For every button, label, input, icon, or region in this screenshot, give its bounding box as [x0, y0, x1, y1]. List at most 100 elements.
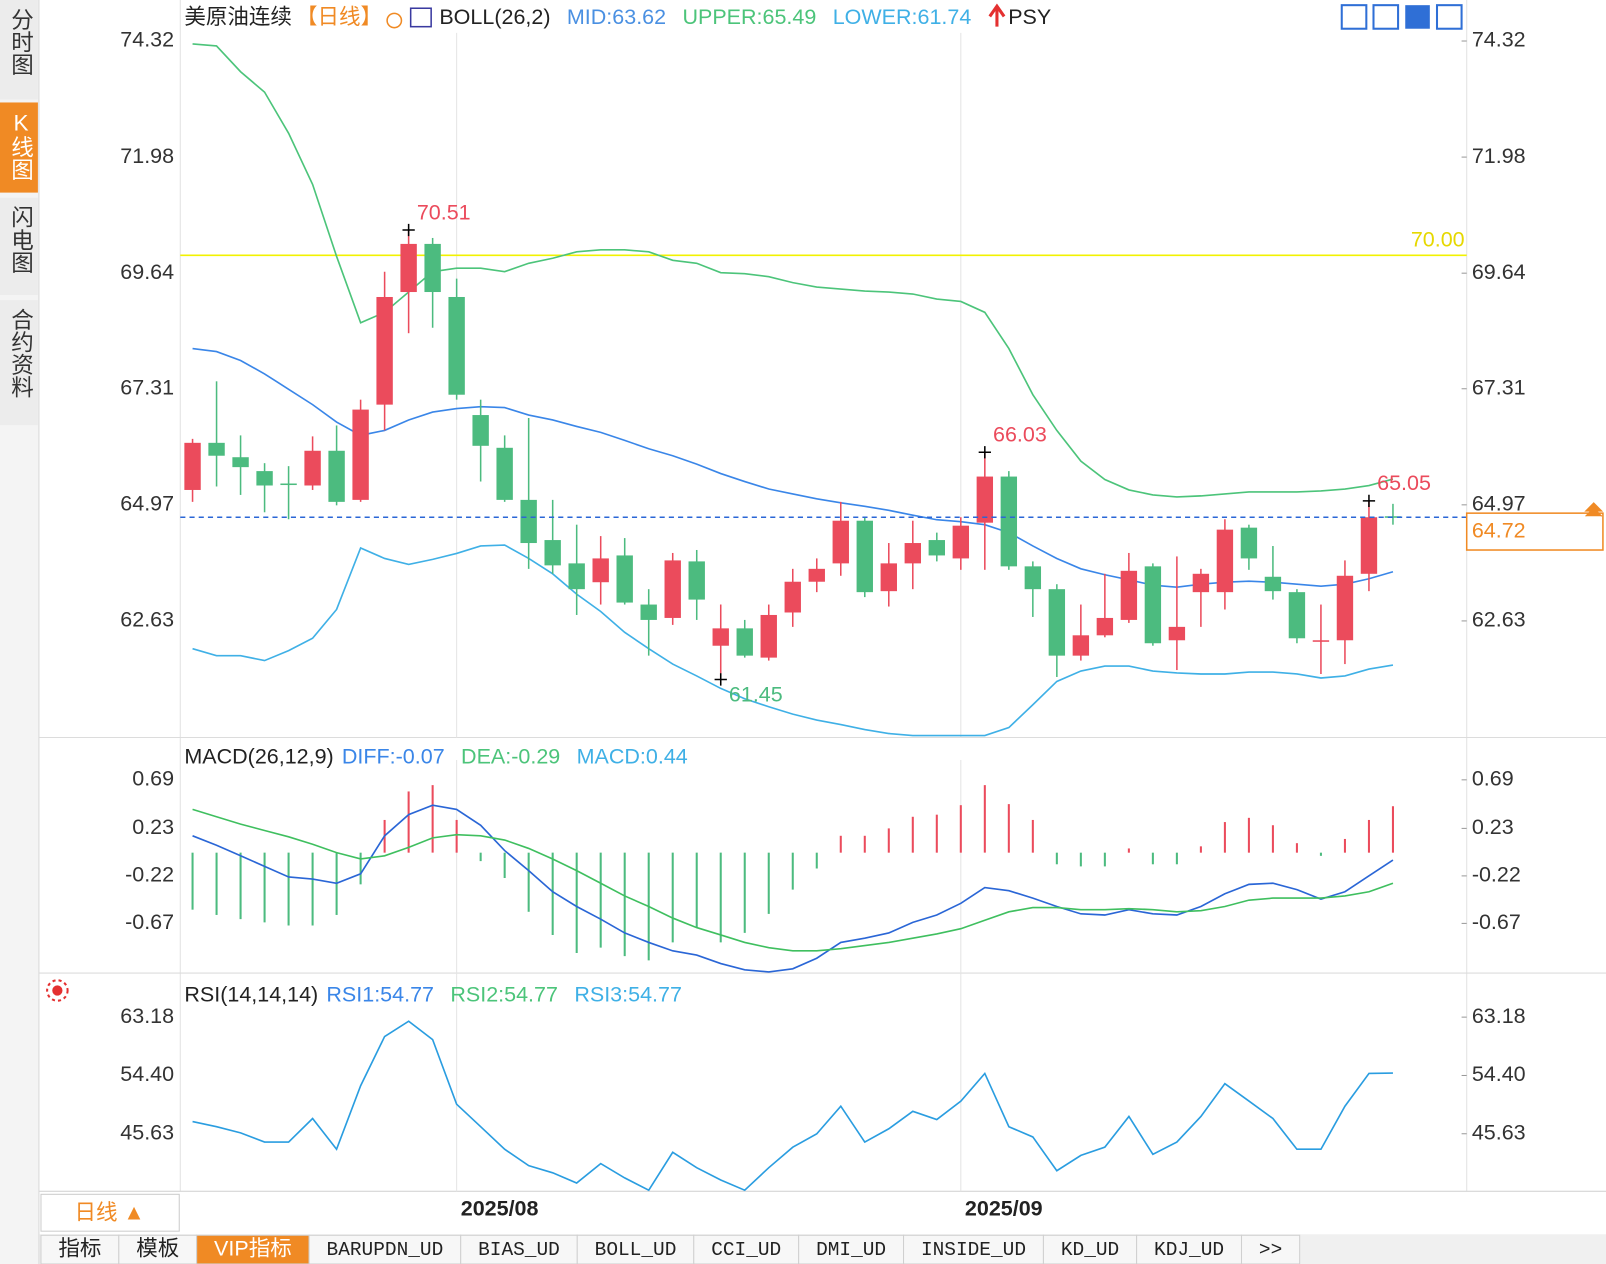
footer-tab-label[interactable]: BARUPDN_UD [327, 1239, 444, 1261]
high-label: 65.05 [1377, 471, 1431, 495]
last-price-box [1465, 512, 1604, 551]
y-tick-label: 71.98 [120, 144, 174, 168]
tool-icon[interactable] [1372, 4, 1400, 30]
footer-tab-label[interactable]: 模板 [136, 1236, 179, 1260]
footer-tab-label[interactable]: VIP指标 [214, 1236, 292, 1260]
sidebar-tab-label[interactable]: 分时图 [9, 8, 34, 76]
y-tick-label-right: 63.18 [1472, 1004, 1526, 1028]
tool-icon[interactable] [1405, 5, 1430, 29]
sidebar-tab-label[interactable]: K线图 [9, 111, 34, 181]
candle-body [184, 442, 201, 490]
period-box[interactable] [40, 1193, 180, 1232]
panel-title: MACD(26,12,9) [184, 745, 333, 769]
y-tick-label-right: 64.97 [1472, 492, 1526, 516]
candle-body [1024, 566, 1042, 590]
candle-body [1144, 566, 1162, 644]
candle-body [616, 555, 633, 603]
panel-subtitle: 【日线】 [296, 5, 382, 29]
sidebar-tab[interactable] [0, 197, 38, 296]
y-tick-label: 62.63 [120, 608, 174, 632]
y-tick-label-right: 0.69 [1472, 767, 1514, 791]
period-label[interactable]: 日线 ▲ [74, 1200, 144, 1224]
indicator-icon [409, 7, 432, 28]
y-tick-label-right: 54.40 [1472, 1062, 1526, 1086]
sidebar-tab[interactable] [0, 300, 38, 426]
footer-tab-label[interactable]: BIAS_UD [478, 1239, 560, 1261]
candle-body [928, 540, 945, 556]
y-tick-label-right: 67.31 [1472, 375, 1526, 399]
candle-body [1240, 527, 1258, 559]
y-tick-label: -0.67 [125, 910, 174, 934]
sidebar-tab[interactable] [0, 0, 38, 100]
x-tick-label: 2025/08 [461, 1196, 539, 1220]
candle-body [640, 604, 657, 620]
candle-body [952, 525, 970, 559]
y-tick-label-right: 71.98 [1472, 144, 1526, 168]
high-label: 66.03 [993, 423, 1047, 447]
footer-tab[interactable] [460, 1234, 578, 1264]
footer-tab-label[interactable]: KDJ_UD [1154, 1239, 1224, 1261]
footer-tab-label[interactable]: 指标 [58, 1236, 101, 1260]
candle-body [1000, 476, 1018, 567]
y-tick-label-right: 69.64 [1472, 260, 1526, 284]
footer-tab[interactable] [693, 1234, 800, 1264]
footer-tab[interactable] [40, 1234, 120, 1264]
candle-body [1288, 592, 1306, 639]
footer-tab-label[interactable]: >> [1259, 1239, 1282, 1261]
candle-body [592, 558, 609, 583]
tool-icon[interactable] [1435, 4, 1463, 30]
candle-body [496, 447, 513, 500]
y-tick-label: 67.31 [120, 375, 174, 399]
y-tick-label: 0.23 [132, 815, 174, 839]
footer-tab-label[interactable]: CCI_UD [711, 1239, 781, 1261]
candle-body [424, 243, 441, 293]
panel-title: 美原油连续 [184, 5, 292, 29]
high-label: 70.51 [417, 200, 471, 224]
candle-body [400, 243, 417, 293]
legend-item: LOWER:61.74 [833, 5, 972, 29]
footer-tab[interactable] [1042, 1234, 1138, 1264]
candle-body [1192, 573, 1210, 593]
extreme-marker [1362, 494, 1376, 508]
y-tick-label: 63.18 [120, 1004, 174, 1028]
candle-body [472, 415, 489, 446]
legend-item: RSI1:54.77 [326, 982, 434, 1006]
candle-body [1096, 617, 1114, 636]
footer-tab-label[interactable]: INSIDE_UD [921, 1239, 1026, 1261]
extreme-marker [978, 446, 991, 459]
legend-item: BOLL(26,2) [439, 5, 550, 29]
candle-body [880, 563, 897, 592]
y-tick-label-right: 74.32 [1472, 28, 1526, 52]
sidebar-tab-label[interactable]: 合约资料 [9, 308, 34, 399]
candle-body [376, 296, 393, 405]
legend-item: UPPER:65.49 [682, 5, 816, 29]
candle-body [208, 442, 225, 456]
last-price-icon [1584, 502, 1604, 517]
candle-body [712, 628, 729, 646]
y-tick-label-right: -0.67 [1472, 910, 1521, 934]
y-tick-label: 64.97 [120, 492, 174, 516]
sidebar-tab[interactable] [0, 102, 38, 193]
candle-body [1216, 529, 1234, 593]
footer-tab-label[interactable]: KD_UD [1061, 1239, 1119, 1261]
candle-body [1072, 635, 1090, 656]
footer-tab[interactable] [1136, 1234, 1243, 1264]
legend-item: RSI3:54.77 [574, 982, 682, 1006]
candle-body [736, 628, 753, 656]
sidebar-tab-label[interactable]: 闪电图 [9, 206, 34, 274]
candle-body [1168, 626, 1186, 641]
footer-tab-label[interactable]: DMI_UD [816, 1239, 886, 1261]
candle-body [664, 560, 681, 618]
candle-body [448, 296, 465, 395]
toolbar-icons [1340, 4, 1463, 30]
candle-body [1048, 589, 1066, 656]
footer-tab[interactable] [196, 1234, 310, 1264]
tool-icon[interactable] [1340, 4, 1368, 30]
candle-body [760, 614, 777, 658]
candle-body [352, 409, 369, 500]
y-tick-label-right: 45.63 [1472, 1120, 1526, 1144]
x-tick-label: 2025/09 [965, 1196, 1043, 1220]
footer-tab-label[interactable]: BOLL_UD [595, 1239, 677, 1261]
